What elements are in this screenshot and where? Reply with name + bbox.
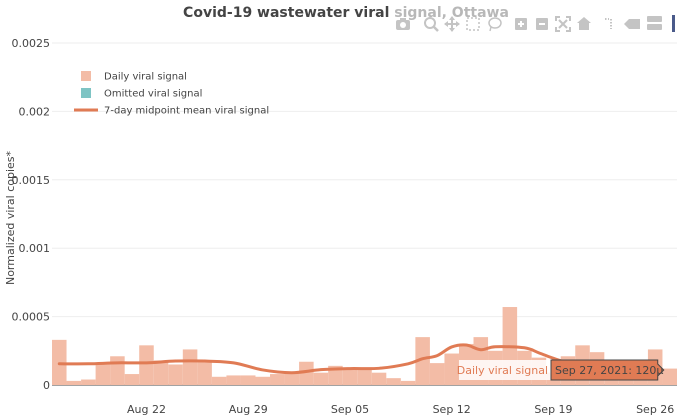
bar[interactable] [211, 376, 227, 385]
bar[interactable] [255, 376, 271, 385]
bar[interactable] [357, 369, 372, 385]
zoom-icon[interactable] [424, 17, 439, 32]
legend-label: Omitted viral signal [104, 89, 202, 100]
bar[interactable] [328, 365, 343, 385]
legend-item[interactable]: Daily viral signal [81, 71, 187, 83]
bar[interactable] [284, 372, 300, 385]
bar[interactable] [95, 364, 111, 385]
pan-icon[interactable] [444, 16, 460, 32]
chart-title: Covid-19 wastewater viral signal, Ottawa [183, 5, 509, 21]
legend-item[interactable]: Omitted viral signal [81, 88, 202, 100]
bar[interactable] [110, 356, 125, 385]
y-tick-label: 0.0025 [12, 37, 51, 50]
bar[interactable] [342, 368, 358, 385]
x-tick-label: Aug 22 [127, 403, 166, 416]
bar[interactable] [139, 345, 154, 385]
bar[interactable] [313, 372, 329, 385]
bar[interactable] [168, 364, 183, 385]
mean-line-group [57, 343, 570, 375]
y-tick-label: 0.002 [19, 105, 51, 118]
modebar[interactable] [396, 15, 675, 32]
bar[interactable] [415, 337, 430, 385]
hover-compare-icon[interactable] [647, 16, 662, 30]
y-tick-label: 0.0005 [12, 311, 51, 324]
spike-lines-icon[interactable] [605, 18, 612, 29]
legend[interactable]: Daily viral signal Omitted viral signal 7-… [74, 71, 269, 117]
lasso-select-icon[interactable] [488, 17, 502, 32]
x-tick-label: Aug 29 [229, 403, 268, 416]
hover-label: Daily viral signal Sep 27, 2021: 120µ [457, 359, 665, 381]
bar[interactable] [400, 380, 416, 385]
legend-item[interactable]: 7-day midpoint mean viral signal [74, 106, 269, 117]
camera-icon[interactable] [396, 18, 410, 30]
legend-box-swatch [81, 88, 91, 98]
x-tick-label: Sep 05 [331, 403, 369, 416]
bar[interactable] [124, 374, 140, 385]
legend-label: Daily viral signal [104, 72, 187, 83]
y-axis-title: Normalized viral copies* [4, 150, 17, 285]
box-select-icon[interactable] [466, 17, 480, 31]
bar[interactable] [182, 349, 198, 385]
bar[interactable] [66, 380, 82, 385]
y-tick-label: 0.001 [19, 242, 51, 255]
bar[interactable] [429, 363, 445, 385]
chart-title-main: Covid-19 wastewater viral [183, 5, 394, 21]
hover-series-name: Daily viral signal [457, 364, 548, 377]
bar[interactable] [270, 374, 285, 385]
legend-box-swatch [81, 71, 91, 81]
plotly-logo-edge [672, 15, 675, 32]
reset-axes-icon[interactable] [577, 17, 591, 30]
x-tick-label: Sep 26 [636, 403, 674, 416]
bar[interactable] [153, 360, 169, 385]
bar[interactable] [386, 378, 401, 385]
zoom-out-icon[interactable] [536, 18, 548, 30]
x-tick-label: Sep 19 [534, 403, 572, 416]
bar[interactable] [226, 375, 241, 385]
hover-value: Sep 27, 2021: 120µ [555, 364, 663, 377]
legend-label: 7-day midpoint mean viral signal [104, 106, 269, 117]
bar[interactable] [240, 375, 256, 385]
y-axis-ticks: 0 0.0005 0.001 0.0015 0.002 0.0025 [12, 37, 51, 392]
bar[interactable] [662, 368, 677, 385]
autoscale-icon[interactable] [555, 16, 571, 32]
x-tick-label: Sep 12 [433, 403, 471, 416]
hover-closest-icon[interactable] [624, 19, 640, 29]
y-tick-label: 0 [43, 379, 50, 392]
zoom-in-icon[interactable] [515, 18, 527, 30]
bar[interactable] [444, 353, 459, 385]
y-tick-label: 0.0015 [12, 174, 51, 187]
bar[interactable] [197, 360, 212, 385]
x-axis-ticks: Aug 22 Aug 29 Sep 05 Sep 12 Sep 19 Sep 26 [127, 403, 674, 416]
hover-box [550, 359, 665, 381]
bar[interactable] [299, 361, 314, 385]
chart-title-faded: signal, Ottawa [394, 5, 509, 21]
bar[interactable] [371, 372, 387, 385]
mean-line[interactable] [57, 343, 570, 375]
hover-name-bg [459, 360, 551, 380]
bar[interactable] [81, 379, 96, 385]
